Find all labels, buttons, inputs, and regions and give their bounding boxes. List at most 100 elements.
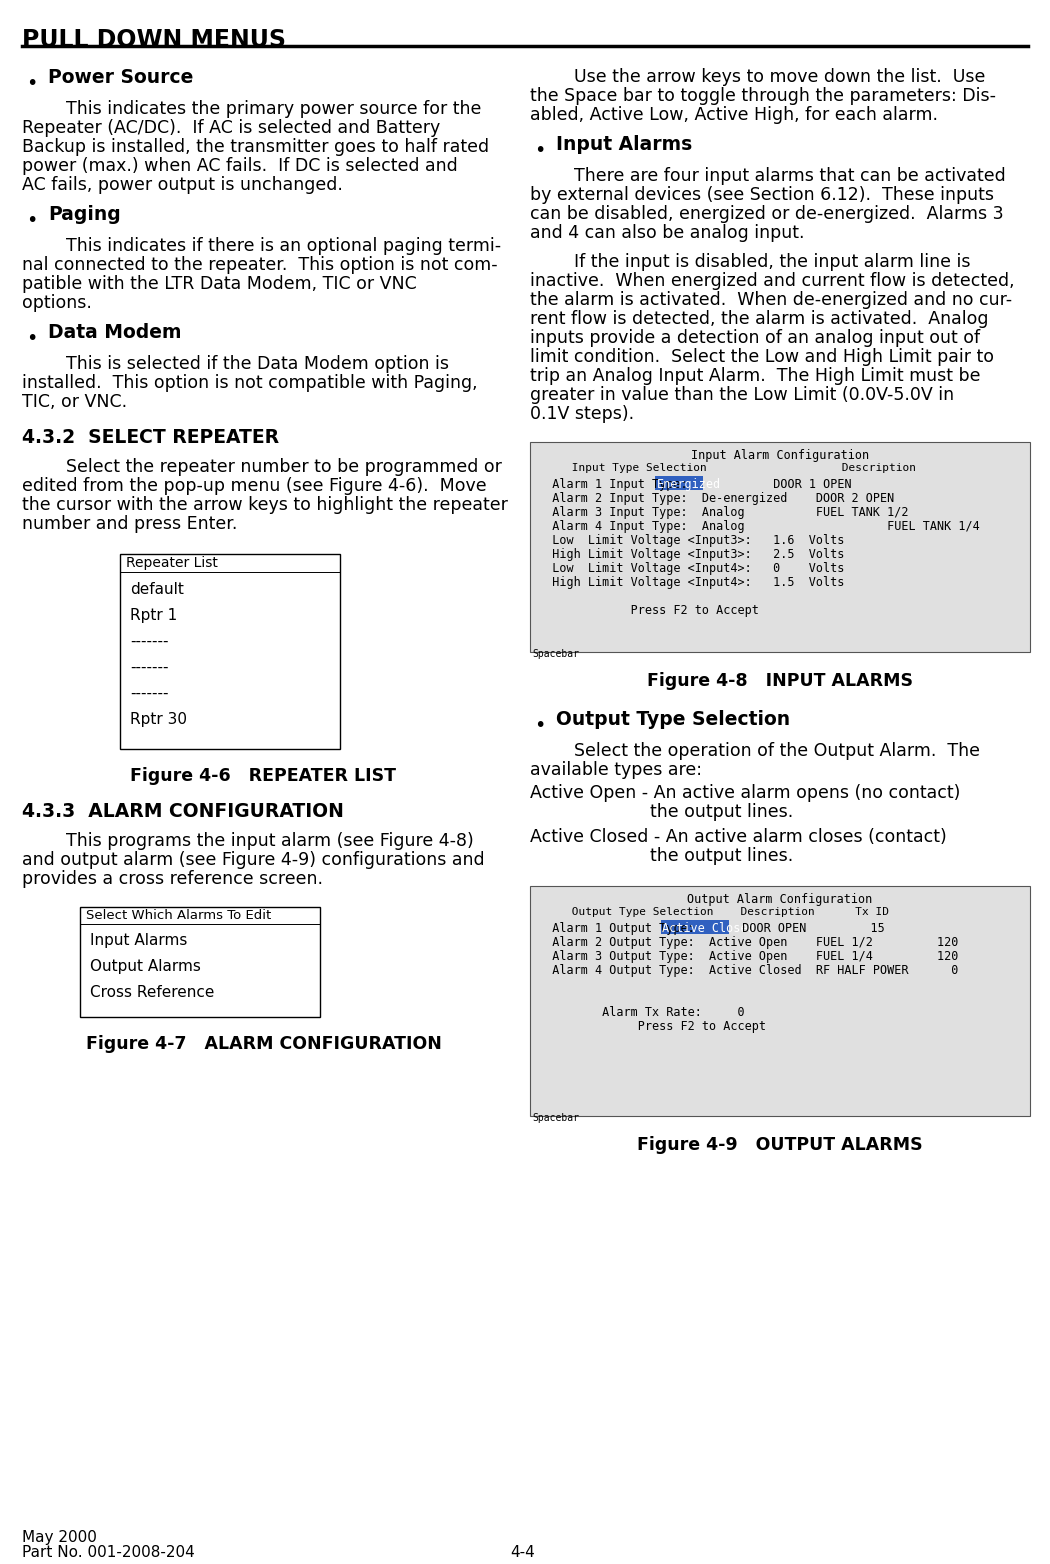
FancyBboxPatch shape — [80, 907, 320, 1017]
Text: •: • — [534, 141, 545, 160]
Text: -------: ------- — [130, 660, 168, 676]
Text: the Space bar to toggle through the parameters: Dis-: the Space bar to toggle through the para… — [530, 88, 996, 105]
Text: •: • — [26, 328, 38, 349]
FancyBboxPatch shape — [655, 475, 704, 490]
Text: the output lines.: the output lines. — [650, 802, 793, 821]
Text: nal connected to the repeater.  This option is not com-: nal connected to the repeater. This opti… — [22, 256, 498, 274]
Text: Use the arrow keys to move down the list.  Use: Use the arrow keys to move down the list… — [530, 67, 985, 86]
Text: number and press Enter.: number and press Enter. — [22, 515, 237, 533]
Text: Low  Limit Voltage <Input3>:   1.6  Volts: Low Limit Voltage <Input3>: 1.6 Volts — [538, 533, 844, 547]
Text: patible with the LTR Data Modem, TIC or VNC: patible with the LTR Data Modem, TIC or … — [22, 275, 417, 292]
Text: trip an Analog Input Alarm.  The High Limit must be: trip an Analog Input Alarm. The High Lim… — [530, 368, 981, 385]
Text: Rptr 30: Rptr 30 — [130, 712, 187, 727]
Text: edited from the pop-up menu (see Figure 4-6).  Move: edited from the pop-up menu (see Figure … — [22, 477, 486, 494]
Text: the output lines.: the output lines. — [650, 848, 793, 865]
Text: the cursor with the arrow keys to highlight the repeater: the cursor with the arrow keys to highli… — [22, 496, 508, 515]
Text: Select the operation of the Output Alarm.  The: Select the operation of the Output Alarm… — [530, 741, 980, 760]
Text: Paging: Paging — [48, 205, 121, 224]
Text: inputs provide a detection of an analog input out of: inputs provide a detection of an analog … — [530, 328, 980, 347]
Text: power (max.) when AC fails.  If DC is selected and: power (max.) when AC fails. If DC is sel… — [22, 156, 458, 175]
Text: This is selected if the Data Modem option is: This is selected if the Data Modem optio… — [22, 355, 449, 372]
Text: abled, Active Low, Active High, for each alarm.: abled, Active Low, Active High, for each… — [530, 106, 938, 124]
Text: Data Modem: Data Modem — [48, 324, 182, 343]
Text: Power Source: Power Source — [48, 67, 193, 88]
Text: Input Alarms: Input Alarms — [90, 934, 187, 948]
Text: Rptr 1: Rptr 1 — [130, 608, 177, 622]
FancyBboxPatch shape — [530, 443, 1030, 652]
Text: installed.  This option is not compatible with Paging,: installed. This option is not compatible… — [22, 374, 478, 393]
Text: provides a cross reference screen.: provides a cross reference screen. — [22, 870, 323, 888]
Text: 0.1V steps).: 0.1V steps). — [530, 405, 634, 422]
Text: Output Alarm Configuration: Output Alarm Configuration — [688, 893, 873, 906]
Text: Alarm 4 Output Type:  Active Closed  RF HALF POWER      0: Alarm 4 Output Type: Active Closed RF HA… — [538, 963, 959, 978]
Text: greater in value than the Low Limit (0.0V-5.0V in: greater in value than the Low Limit (0.0… — [530, 386, 954, 404]
Text: Alarm 3 Output Type:  Active Open    FUEL 1/4         120: Alarm 3 Output Type: Active Open FUEL 1/… — [538, 949, 959, 963]
Text: PULL DOWN MENUS: PULL DOWN MENUS — [22, 28, 286, 52]
Text: Figure 4-8   INPUT ALARMS: Figure 4-8 INPUT ALARMS — [647, 673, 914, 690]
Text: Press F2 to Accept: Press F2 to Accept — [538, 1020, 766, 1032]
Text: Repeater List: Repeater List — [126, 555, 218, 569]
Text: Figure 4-6   REPEATER LIST: Figure 4-6 REPEATER LIST — [130, 766, 397, 785]
Text: Cross Reference: Cross Reference — [90, 985, 214, 999]
Text: Alarm 2 Input Type:  De-energized    DOOR 2 OPEN: Alarm 2 Input Type: De-energized DOOR 2 … — [538, 493, 895, 505]
Text: TIC, or VNC.: TIC, or VNC. — [22, 393, 127, 411]
Text: AC fails, power output is unchanged.: AC fails, power output is unchanged. — [22, 177, 343, 194]
FancyBboxPatch shape — [120, 554, 340, 749]
Text: 4-4: 4-4 — [510, 1545, 534, 1559]
Text: 4.3.2  SELECT REPEATER: 4.3.2 SELECT REPEATER — [22, 429, 279, 447]
Text: Output Type Selection: Output Type Selection — [556, 710, 790, 729]
Text: limit condition.  Select the Low and High Limit pair to: limit condition. Select the Low and High… — [530, 349, 994, 366]
Text: Figure 4-7   ALARM CONFIGURATION: Figure 4-7 ALARM CONFIGURATION — [85, 1035, 441, 1053]
Text: and output alarm (see Figure 4-9) configurations and: and output alarm (see Figure 4-9) config… — [22, 851, 485, 870]
Text: Repeater (AC/DC).  If AC is selected and Battery: Repeater (AC/DC). If AC is selected and … — [22, 119, 440, 138]
Text: There are four input alarms that can be activated: There are four input alarms that can be … — [530, 167, 1006, 185]
Text: May 2000: May 2000 — [22, 1530, 97, 1545]
Text: 4.3.3  ALARM CONFIGURATION: 4.3.3 ALARM CONFIGURATION — [22, 802, 344, 821]
Text: Active Closed - An active alarm closes (contact): Active Closed - An active alarm closes (… — [530, 827, 947, 846]
Text: This programs the input alarm (see Figure 4-8): This programs the input alarm (see Figur… — [22, 832, 474, 849]
Text: This indicates if there is an optional paging termi-: This indicates if there is an optional p… — [22, 238, 501, 255]
Text: Alarm 4 Input Type:  Analog                    FUEL TANK 1/4: Alarm 4 Input Type: Analog FUEL TANK 1/4 — [538, 519, 980, 533]
Text: Select Which Alarms To Edit: Select Which Alarms To Edit — [86, 909, 271, 923]
Text: by external devices (see Section 6.12).  These inputs: by external devices (see Section 6.12). … — [530, 186, 994, 203]
Text: can be disabled, energized or de-energized.  Alarms 3: can be disabled, energized or de-energiz… — [530, 205, 1004, 224]
Text: inactive.  When energized and current flow is detected,: inactive. When energized and current flo… — [530, 272, 1014, 289]
Text: Energized: Energized — [656, 479, 720, 491]
Text: Alarm 3 Input Type:  Analog          FUEL TANK 1/2: Alarm 3 Input Type: Analog FUEL TANK 1/2 — [538, 507, 908, 519]
Text: Alarm 1 Input Type:: Alarm 1 Input Type: — [538, 479, 701, 491]
Text: Active Closed: Active Closed — [662, 923, 754, 935]
Text: Spacebar: Spacebar — [532, 1114, 579, 1123]
Text: Spacebar: Spacebar — [532, 649, 579, 658]
FancyBboxPatch shape — [660, 920, 729, 934]
Text: Backup is installed, the transmitter goes to half rated: Backup is installed, the transmitter goe… — [22, 138, 489, 156]
Text: •: • — [26, 211, 38, 230]
Text: Input Alarm Configuration: Input Alarm Configuration — [691, 449, 869, 461]
Text: If the input is disabled, the input alarm line is: If the input is disabled, the input alar… — [530, 253, 970, 271]
Text: High Limit Voltage <Input3>:   2.5  Volts: High Limit Voltage <Input3>: 2.5 Volts — [538, 547, 844, 561]
Text: available types are:: available types are: — [530, 762, 702, 779]
Text: default: default — [130, 582, 184, 597]
Text: -------: ------- — [130, 687, 168, 701]
Text: •: • — [534, 716, 545, 735]
Text: and 4 can also be analog input.: and 4 can also be analog input. — [530, 224, 804, 242]
Text: DOOR 1 OPEN: DOOR 1 OPEN — [702, 479, 853, 491]
Text: Output Type Selection    Description      Tx ID: Output Type Selection Description Tx ID — [538, 907, 889, 917]
Text: Alarm 1 Output Type:: Alarm 1 Output Type: — [538, 923, 709, 935]
Text: Input Alarms: Input Alarms — [556, 135, 692, 153]
Text: Active Open - An active alarm opens (no contact): Active Open - An active alarm opens (no … — [530, 784, 961, 802]
FancyBboxPatch shape — [530, 885, 1030, 1117]
Text: This indicates the primary power source for the: This indicates the primary power source … — [22, 100, 481, 117]
Text: Select the repeater number to be programmed or: Select the repeater number to be program… — [22, 458, 502, 475]
Text: DOOR OPEN         15: DOOR OPEN 15 — [728, 923, 885, 935]
Text: Figure 4-9   OUTPUT ALARMS: Figure 4-9 OUTPUT ALARMS — [637, 1135, 923, 1154]
Text: options.: options. — [22, 294, 92, 311]
Text: High Limit Voltage <Input4>:   1.5  Volts: High Limit Voltage <Input4>: 1.5 Volts — [538, 576, 844, 590]
Text: the alarm is activated.  When de-energized and no cur-: the alarm is activated. When de-energize… — [530, 291, 1012, 310]
Text: Low  Limit Voltage <Input4>:   0    Volts: Low Limit Voltage <Input4>: 0 Volts — [538, 561, 844, 576]
Text: Output Alarms: Output Alarms — [90, 959, 201, 974]
Text: Alarm 2 Output Type:  Active Open    FUEL 1/2         120: Alarm 2 Output Type: Active Open FUEL 1/… — [538, 935, 959, 949]
Text: Input Type Selection                    Description: Input Type Selection Description — [538, 463, 916, 472]
Text: Press F2 to Accept: Press F2 to Accept — [538, 604, 759, 618]
Text: Alarm Tx Rate:     0: Alarm Tx Rate: 0 — [538, 1006, 744, 1020]
Text: •: • — [26, 74, 38, 92]
